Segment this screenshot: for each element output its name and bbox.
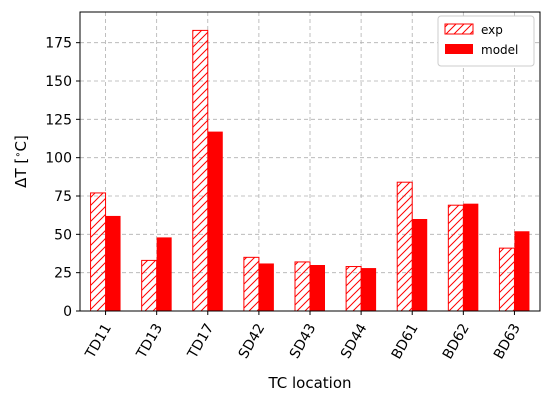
- x-tick-label-sd44: SD44: [338, 321, 371, 362]
- y-tick-label: 0: [63, 304, 72, 320]
- bar-model-sd42: [258, 263, 274, 311]
- bar-exp-td11: [90, 192, 107, 312]
- x-tick-label-sd42: SD42: [236, 321, 269, 361]
- y-tick-label: 75: [54, 189, 72, 205]
- bar-model-sd44: [361, 268, 377, 311]
- x-tick-label-bd62: BD62: [440, 321, 473, 362]
- x-axis-title: TC location: [267, 374, 351, 392]
- x-axis: TD11 TD13 TD17 SD42 SD43 SD44 BD61 BD62 BD63: [82, 311, 524, 362]
- y-tick-label: 150: [45, 74, 72, 90]
- bar-model-td11: [105, 215, 121, 311]
- y-tick-label: 125: [45, 112, 72, 128]
- x-tick-label-sd43: SD43: [287, 321, 320, 361]
- y-tick-label: 175: [45, 36, 72, 52]
- y-tick-label: 100: [45, 151, 72, 167]
- y-axis-title: ΔT [∘C]: [12, 135, 30, 188]
- bar-exp-bd63: [498, 247, 515, 312]
- bar-model-bd62: [463, 203, 479, 311]
- legend-swatch-model: [445, 44, 473, 54]
- bar-model-bd61: [412, 219, 428, 311]
- bar-exp-sd43: [294, 261, 311, 312]
- bar-exp-bd62: [447, 204, 464, 312]
- legend: exp model: [437, 15, 535, 67]
- x-tick-label-td17: TD17: [184, 321, 217, 362]
- x-tick-label-td11: TD11: [82, 321, 115, 362]
- legend-swatch-exp: [444, 23, 474, 35]
- bar-model-bd63: [514, 231, 530, 311]
- x-tick-label-bd61: BD61: [389, 321, 422, 362]
- y-tick-label: 25: [54, 266, 72, 282]
- bar-exp-sd42: [243, 256, 260, 312]
- bar-exp-td17: [192, 29, 209, 312]
- bar-exp-bd61: [396, 181, 413, 312]
- bar-model-sd43: [310, 265, 325, 311]
- bar-model-td17: [207, 131, 223, 311]
- bars: [90, 29, 530, 312]
- y-axis: 0 25 50 75 100 125 150 175: [45, 36, 80, 320]
- x-tick-label-bd63: BD63: [491, 321, 524, 362]
- legend-label-exp: exp: [481, 23, 503, 37]
- y-tick-label: 50: [54, 227, 72, 243]
- x-tick-label-td13: TD13: [133, 321, 166, 362]
- bar-exp-td13: [141, 259, 158, 312]
- legend-label-model: model: [481, 43, 518, 57]
- bar-exp-sd44: [345, 266, 362, 312]
- bar-model-td13: [156, 237, 172, 311]
